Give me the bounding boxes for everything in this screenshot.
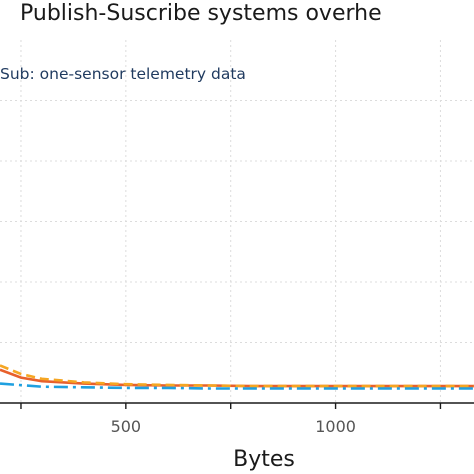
series-lines bbox=[0, 364, 474, 390]
series-line-3 bbox=[0, 382, 474, 390]
series-line-1 bbox=[0, 368, 474, 388]
x-tick-label: 1000 bbox=[315, 417, 356, 436]
x-tick-label: 500 bbox=[111, 417, 142, 436]
chart-subtitle: Sub: one-sensor telemetry data bbox=[0, 65, 246, 83]
grid bbox=[0, 40, 474, 403]
x-axis-label: Bytes bbox=[233, 447, 295, 472]
x-axis-ticks: 500 1000 bbox=[20, 403, 442, 436]
chart-title: Publish-Suscribe systems overhe bbox=[20, 1, 382, 26]
series-line-2 bbox=[0, 364, 474, 388]
